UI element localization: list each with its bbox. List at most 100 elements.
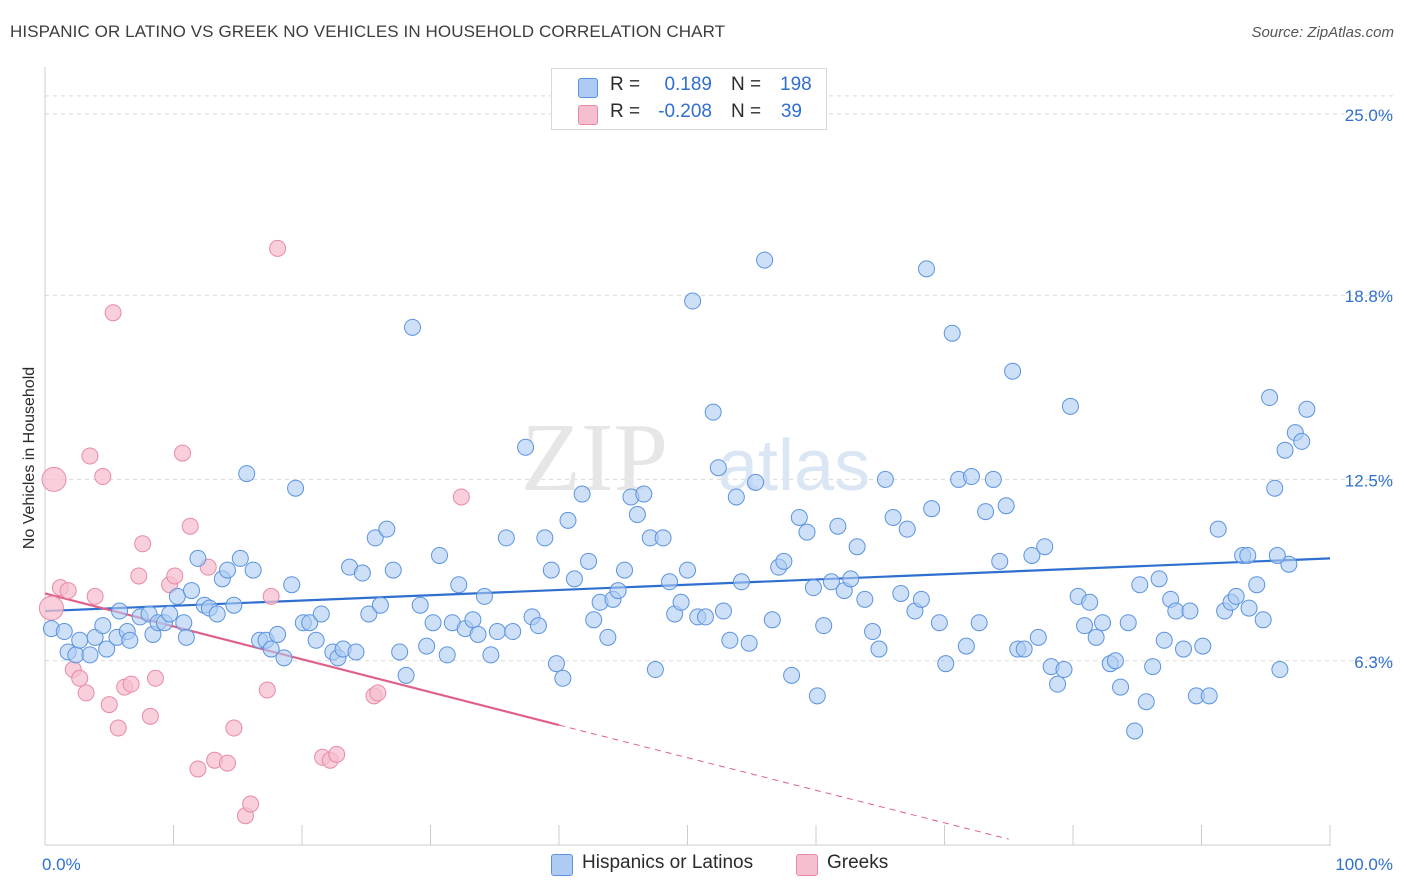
- trend-line-hispanics: [44, 557, 1331, 613]
- data-point-hispanics: [378, 520, 396, 538]
- data-point-hispanics: [943, 324, 961, 342]
- data-point-greeks: [225, 719, 243, 737]
- data-point-hispanics: [842, 570, 860, 588]
- data-point-hispanics: [714, 602, 732, 620]
- data-point-hispanics: [580, 552, 598, 570]
- data-point-greeks: [130, 567, 148, 585]
- axes: [44, 67, 1331, 846]
- data-point-hispanics: [599, 628, 617, 646]
- data-point-hispanics: [542, 561, 560, 579]
- data-point-hispanics: [1112, 678, 1130, 696]
- data-point-hispanics: [121, 631, 139, 649]
- data-point-hispanics: [1144, 658, 1162, 676]
- data-point-greeks: [181, 517, 199, 535]
- data-point-hispanics: [312, 605, 330, 623]
- data-point-greeks: [86, 587, 104, 605]
- data-point-greeks: [147, 669, 165, 687]
- data-point-hispanics: [1271, 661, 1289, 679]
- data-point-hispanics: [469, 625, 487, 643]
- data-point-hispanics: [94, 617, 112, 635]
- data-point-hispanics: [1240, 599, 1258, 617]
- data-point-hispanics: [418, 637, 436, 655]
- data-point-hispanics: [696, 608, 714, 626]
- data-point-hispanics: [783, 666, 801, 684]
- chart-title: HISPANIC OR LATINO VS GREEK NO VEHICLES …: [10, 22, 726, 41]
- n-value: 39: [780, 101, 802, 122]
- data-point-hispanics: [1029, 628, 1047, 646]
- data-point-hispanics: [1181, 602, 1199, 620]
- data-point-hispanics: [930, 614, 948, 632]
- data-point-hispanics: [1119, 614, 1137, 632]
- data-point-hispanics: [984, 470, 1002, 488]
- data-point-hispanics: [269, 625, 287, 643]
- data-point-hispanics: [957, 637, 975, 655]
- data-point-hispanics: [856, 590, 874, 608]
- data-point-hispanics: [464, 611, 482, 629]
- data-point-hispanics: [937, 655, 955, 673]
- data-point-greeks: [122, 675, 140, 693]
- data-point-hispanics: [360, 605, 378, 623]
- trend-lines: [44, 557, 1331, 840]
- data-point-greeks: [38, 595, 64, 621]
- data-point-hispanics: [366, 529, 384, 547]
- data-point-greeks: [59, 582, 77, 600]
- data-point-hispanics: [547, 655, 565, 673]
- data-point-hispanics: [1298, 400, 1316, 418]
- y-tick-label: 12.5%: [1345, 471, 1393, 490]
- data-point-hispanics: [430, 546, 448, 564]
- y-tick-label: 25.0%: [1345, 106, 1393, 125]
- data-point-hispanics: [1194, 637, 1212, 655]
- data-point-hispanics: [262, 640, 280, 658]
- data-point-greeks: [218, 754, 236, 772]
- data-point-hispanics: [679, 561, 696, 579]
- data-point-hispanics: [790, 508, 808, 526]
- data-point-hispanics: [1126, 722, 1144, 740]
- data-point-hispanics: [347, 643, 365, 661]
- data-point-hispanics: [565, 570, 583, 588]
- data-point-hispanics: [970, 614, 988, 632]
- data-point-hispanics: [287, 479, 305, 497]
- data-point-hispanics: [1081, 593, 1099, 611]
- data-point-hispanics: [424, 614, 442, 632]
- data-point-hispanics: [1106, 652, 1124, 670]
- data-point-hispanics: [1209, 520, 1227, 538]
- data-point-hispanics: [218, 561, 236, 579]
- data-point-hispanics: [977, 503, 995, 521]
- data-point-hispanics: [517, 438, 535, 456]
- data-point-hispanics: [1049, 675, 1067, 693]
- data-point-greeks: [134, 535, 152, 553]
- data-point-hispanics: [884, 508, 902, 526]
- data-point-hispanics: [98, 640, 116, 658]
- data-point-hispanics: [71, 631, 89, 649]
- data-point-greeks: [81, 447, 99, 465]
- data-point-greeks: [41, 466, 67, 492]
- data-point-greeks: [328, 745, 346, 763]
- data-point-hispanics: [86, 628, 104, 646]
- data-point-hispanics: [353, 564, 371, 582]
- data-point-greeks: [141, 707, 159, 725]
- data-point-hispanics: [1227, 587, 1245, 605]
- data-point-hispanics: [876, 470, 894, 488]
- data-point-hispanics: [208, 605, 226, 623]
- series-greeks: [38, 239, 470, 825]
- data-point-hispanics: [892, 584, 910, 602]
- data-point-hispanics: [397, 666, 415, 684]
- data-point-hispanics: [384, 561, 402, 579]
- r-value: 0.189: [664, 74, 712, 95]
- data-point-hispanics: [704, 403, 722, 421]
- data-point-hispanics: [168, 587, 186, 605]
- data-point-hispanics: [672, 593, 690, 611]
- r-value: -0.208: [658, 101, 712, 122]
- data-point-hispanics: [635, 485, 653, 503]
- data-point-hispanics: [646, 661, 664, 679]
- y-tick-label: 6.3%: [1354, 653, 1393, 672]
- legend-swatch-blue: [578, 78, 598, 98]
- data-point-greeks: [189, 760, 207, 778]
- data-point-hispanics: [244, 561, 262, 579]
- stats-row-greeks: R = -0.208 N = 39: [552, 101, 826, 127]
- data-point-hispanics: [1155, 631, 1173, 649]
- data-point-hispanics: [404, 318, 422, 336]
- x-tick-label-max: 100.0%: [1335, 855, 1393, 874]
- data-point-greeks: [262, 587, 280, 605]
- data-point-hispanics: [238, 465, 256, 483]
